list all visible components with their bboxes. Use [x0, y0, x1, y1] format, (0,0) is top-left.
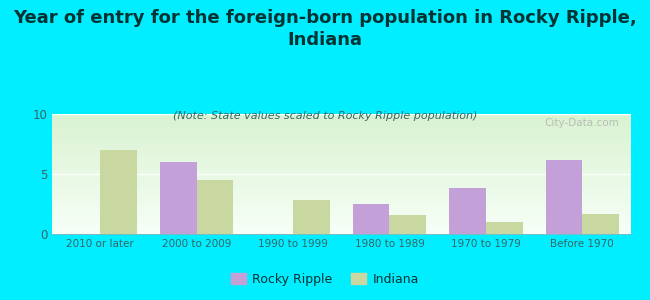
Bar: [486, 222, 523, 234]
Bar: [160, 162, 196, 234]
Text: Year of entry for the foreign-born population in Rocky Ripple,
Indiana: Year of entry for the foreign-born popul…: [13, 9, 637, 49]
Bar: [353, 204, 389, 234]
Bar: [389, 215, 426, 234]
Bar: [196, 180, 233, 234]
Text: (Note: State values scaled to Rocky Ripple population): (Note: State values scaled to Rocky Ripp…: [173, 111, 477, 121]
Bar: [582, 214, 619, 234]
Bar: [545, 160, 582, 234]
Bar: [293, 200, 330, 234]
Bar: [449, 188, 486, 234]
Bar: [100, 150, 137, 234]
Text: City-Data.com: City-Data.com: [544, 118, 619, 128]
Legend: Rocky Ripple, Indiana: Rocky Ripple, Indiana: [226, 268, 424, 291]
